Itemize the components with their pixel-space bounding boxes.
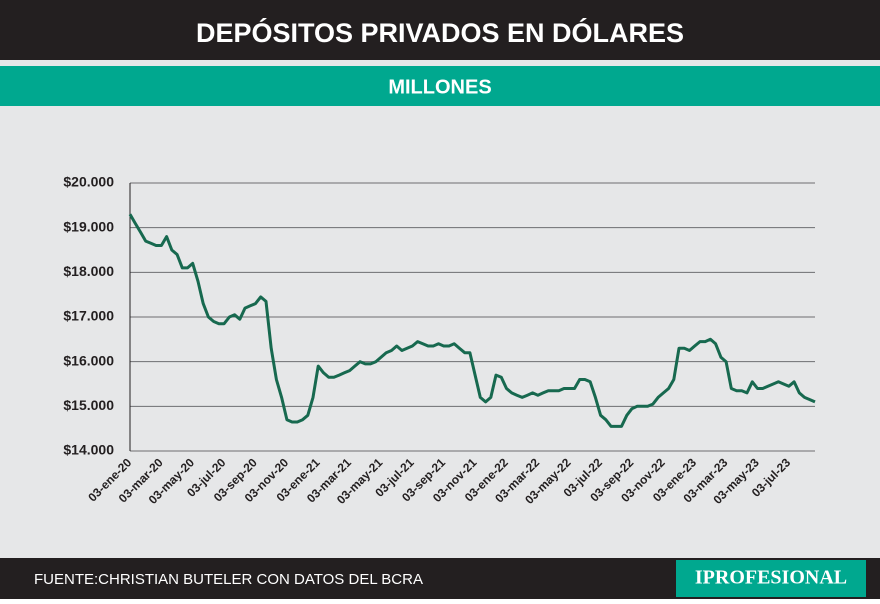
subtitle-bar xyxy=(0,66,880,106)
y-tick-label: $17.000 xyxy=(63,308,114,324)
y-tick-label: $18.000 xyxy=(63,263,114,279)
title-bar xyxy=(0,0,880,60)
y-tick-label: $19.000 xyxy=(63,218,114,234)
chart-title: DEPÓSITOS PRIVADOS EN DÓLARES xyxy=(196,17,684,48)
brand-box xyxy=(676,560,866,597)
brand: IPROFESIONAL xyxy=(695,567,847,589)
series-line xyxy=(128,213,816,428)
y-tick-label: $15.000 xyxy=(63,397,114,413)
chart-subtitle: MILLONES xyxy=(388,76,491,98)
y-tick-label: $20.000 xyxy=(63,174,114,190)
source: FUENTE:CHRISTIAN BUTELER CON DATOS DEL B… xyxy=(34,571,423,588)
y-tick-label: $14.000 xyxy=(63,442,114,458)
y-tick-label: $16.000 xyxy=(63,352,114,368)
